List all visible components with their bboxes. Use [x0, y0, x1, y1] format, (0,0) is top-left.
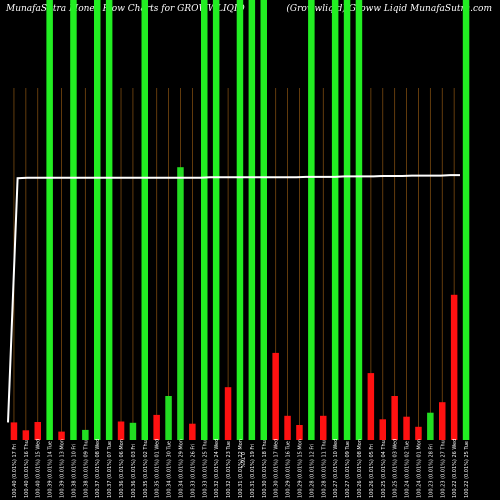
x-tick-label: 100.39 (0.01%) 14 Tue	[48, 441, 54, 498]
bar-green	[70, 0, 77, 440]
bar-green	[462, 0, 470, 440]
x-tick-label: 100.31 (0.01%) 22 Mon	[238, 439, 244, 498]
x-tick-label: 100.28 (0.01%) 11 Thu	[321, 440, 327, 498]
bar-red	[320, 415, 327, 440]
x-tick-label: 100.39 (0.01%) 13 Mon	[60, 439, 66, 498]
bar-red	[34, 422, 41, 440]
bar-red	[367, 373, 375, 440]
x-tick-label: 100.27 (0.01%) 09 Tue	[345, 441, 351, 498]
bar-green	[260, 0, 267, 440]
bar-green	[355, 0, 363, 440]
x-tick-label: 100.34 (0.01%) 29 Mon	[179, 439, 185, 498]
x-tick-label: 100.30 (0.01%) 18 Thu	[262, 440, 268, 498]
x-tick-label: 100.40 (0.01%) 15 Wed	[36, 439, 42, 498]
x-tick-label: 100.38 (0.01%) 10 Fri	[71, 444, 77, 498]
bar-green	[94, 0, 101, 440]
x-tick-label: 100.29 (0.01%) 16 Tue	[286, 441, 292, 498]
center-change-label: 0.76%	[239, 452, 245, 468]
bar-red	[22, 430, 30, 440]
bar-red	[391, 396, 398, 440]
x-tick-label: 100.36 (0.01%) 06 Mon	[119, 439, 125, 498]
bar-green	[212, 0, 220, 440]
x-tick-label: 100.34 (0.01%) 30 Tue	[167, 441, 173, 498]
x-tick-label: 100.25 (0.01%) 03 Wed	[393, 439, 399, 498]
x-tick-label: 100.36 (0.01%) 03 Fri	[131, 444, 137, 498]
x-tick-label: 100.31 (0.01%) 19 Fri	[250, 444, 256, 498]
price-line	[7, 174, 460, 423]
x-tick-label: 100.29 (0.01%) 15 Mon	[298, 439, 304, 498]
bar-green	[331, 0, 339, 440]
bar-red	[189, 423, 196, 440]
x-tick-label: 100.35 (0.01%) 01 Wed	[155, 439, 161, 498]
bar-green	[248, 0, 256, 440]
bar-green	[105, 0, 113, 440]
x-tick-label: 100.37 (0.01%) 07 Tue	[107, 441, 113, 498]
bar-red	[224, 387, 232, 440]
bar-red	[58, 431, 65, 440]
x-tick-label: 100.26 (0.01%) 05 Fri	[369, 444, 375, 498]
x-tick-label: 100.28 (0.01%) 12 Fri	[309, 444, 315, 498]
bar-green	[46, 0, 53, 440]
bar-green	[343, 0, 351, 440]
x-tick-label: 100.35 (0.01%) 02 Thu	[143, 440, 149, 498]
x-tick-label: 100.25 (0.01%) 04 Thu	[381, 440, 387, 498]
bar-red	[379, 419, 386, 440]
chart-title: MunafaSutra Money Flow Charts for GROWWL…	[6, 4, 245, 14]
bar-red	[296, 425, 303, 440]
bar-red	[272, 352, 279, 440]
site-credit: (Growwliqid) Groww Liqid MunafaSutra.com	[286, 4, 492, 14]
x-tick-label: 100.24 (0.01%) 02 Tue	[405, 441, 411, 498]
bar-red	[153, 414, 160, 440]
bar-red	[117, 421, 125, 440]
x-tick-label: 100.32 (0.01%) 24 Wed	[214, 439, 220, 498]
bar-red	[403, 416, 410, 440]
bar-green	[165, 396, 172, 440]
x-tick-label: 100.30 (0.01%) 17 Wed	[274, 439, 280, 498]
bar-green	[427, 412, 434, 440]
bar-green	[236, 0, 244, 440]
x-tick-label: 100.38 (0.01%) 09 Thu	[83, 440, 89, 498]
bar-red	[10, 422, 18, 440]
bar-green	[201, 0, 208, 440]
bar-green	[177, 167, 184, 440]
x-tick-label: 100.27 (0.01%) 10 Wed	[333, 439, 339, 498]
bar-red	[450, 294, 458, 440]
x-tick-label: 100.22 (0.01%) 26 Wed	[452, 439, 458, 498]
bar-red	[439, 402, 446, 440]
x-tick-label: 100.40 (0.01%) 16 Thu	[24, 440, 30, 498]
bar-green	[82, 429, 89, 440]
x-tick-label: 100.33 (0.01%) 25 Thu	[202, 440, 208, 498]
x-tick-label: 100.32 (0.01%) 23 Tue	[226, 441, 232, 498]
x-tick-label: 100.33 (0.01%) 26 Fri	[190, 444, 196, 498]
bar-red	[284, 415, 291, 440]
x-tick-label: 100.40 (0.01%) 17 Fri	[12, 444, 18, 498]
x-tick-label: 100.22 (0.01%) 25 Tue	[464, 441, 470, 498]
bar-green	[308, 0, 315, 440]
bar-red	[415, 426, 422, 440]
bar-green	[129, 422, 137, 440]
x-tick-label: 100.37 (0.01%) 08 Wed	[95, 439, 101, 498]
bar-green	[141, 0, 148, 440]
x-tick-label: 100.23 (0.01%) 28 Fri	[428, 444, 434, 498]
x-tick-label: 100.23 (0.01%) 27 Thu	[440, 440, 446, 498]
x-tick-label: 100.24 (0.01%) 01 Mon	[417, 439, 423, 498]
x-tick-label: 100.26 (0.01%) 08 Mon	[357, 439, 363, 498]
